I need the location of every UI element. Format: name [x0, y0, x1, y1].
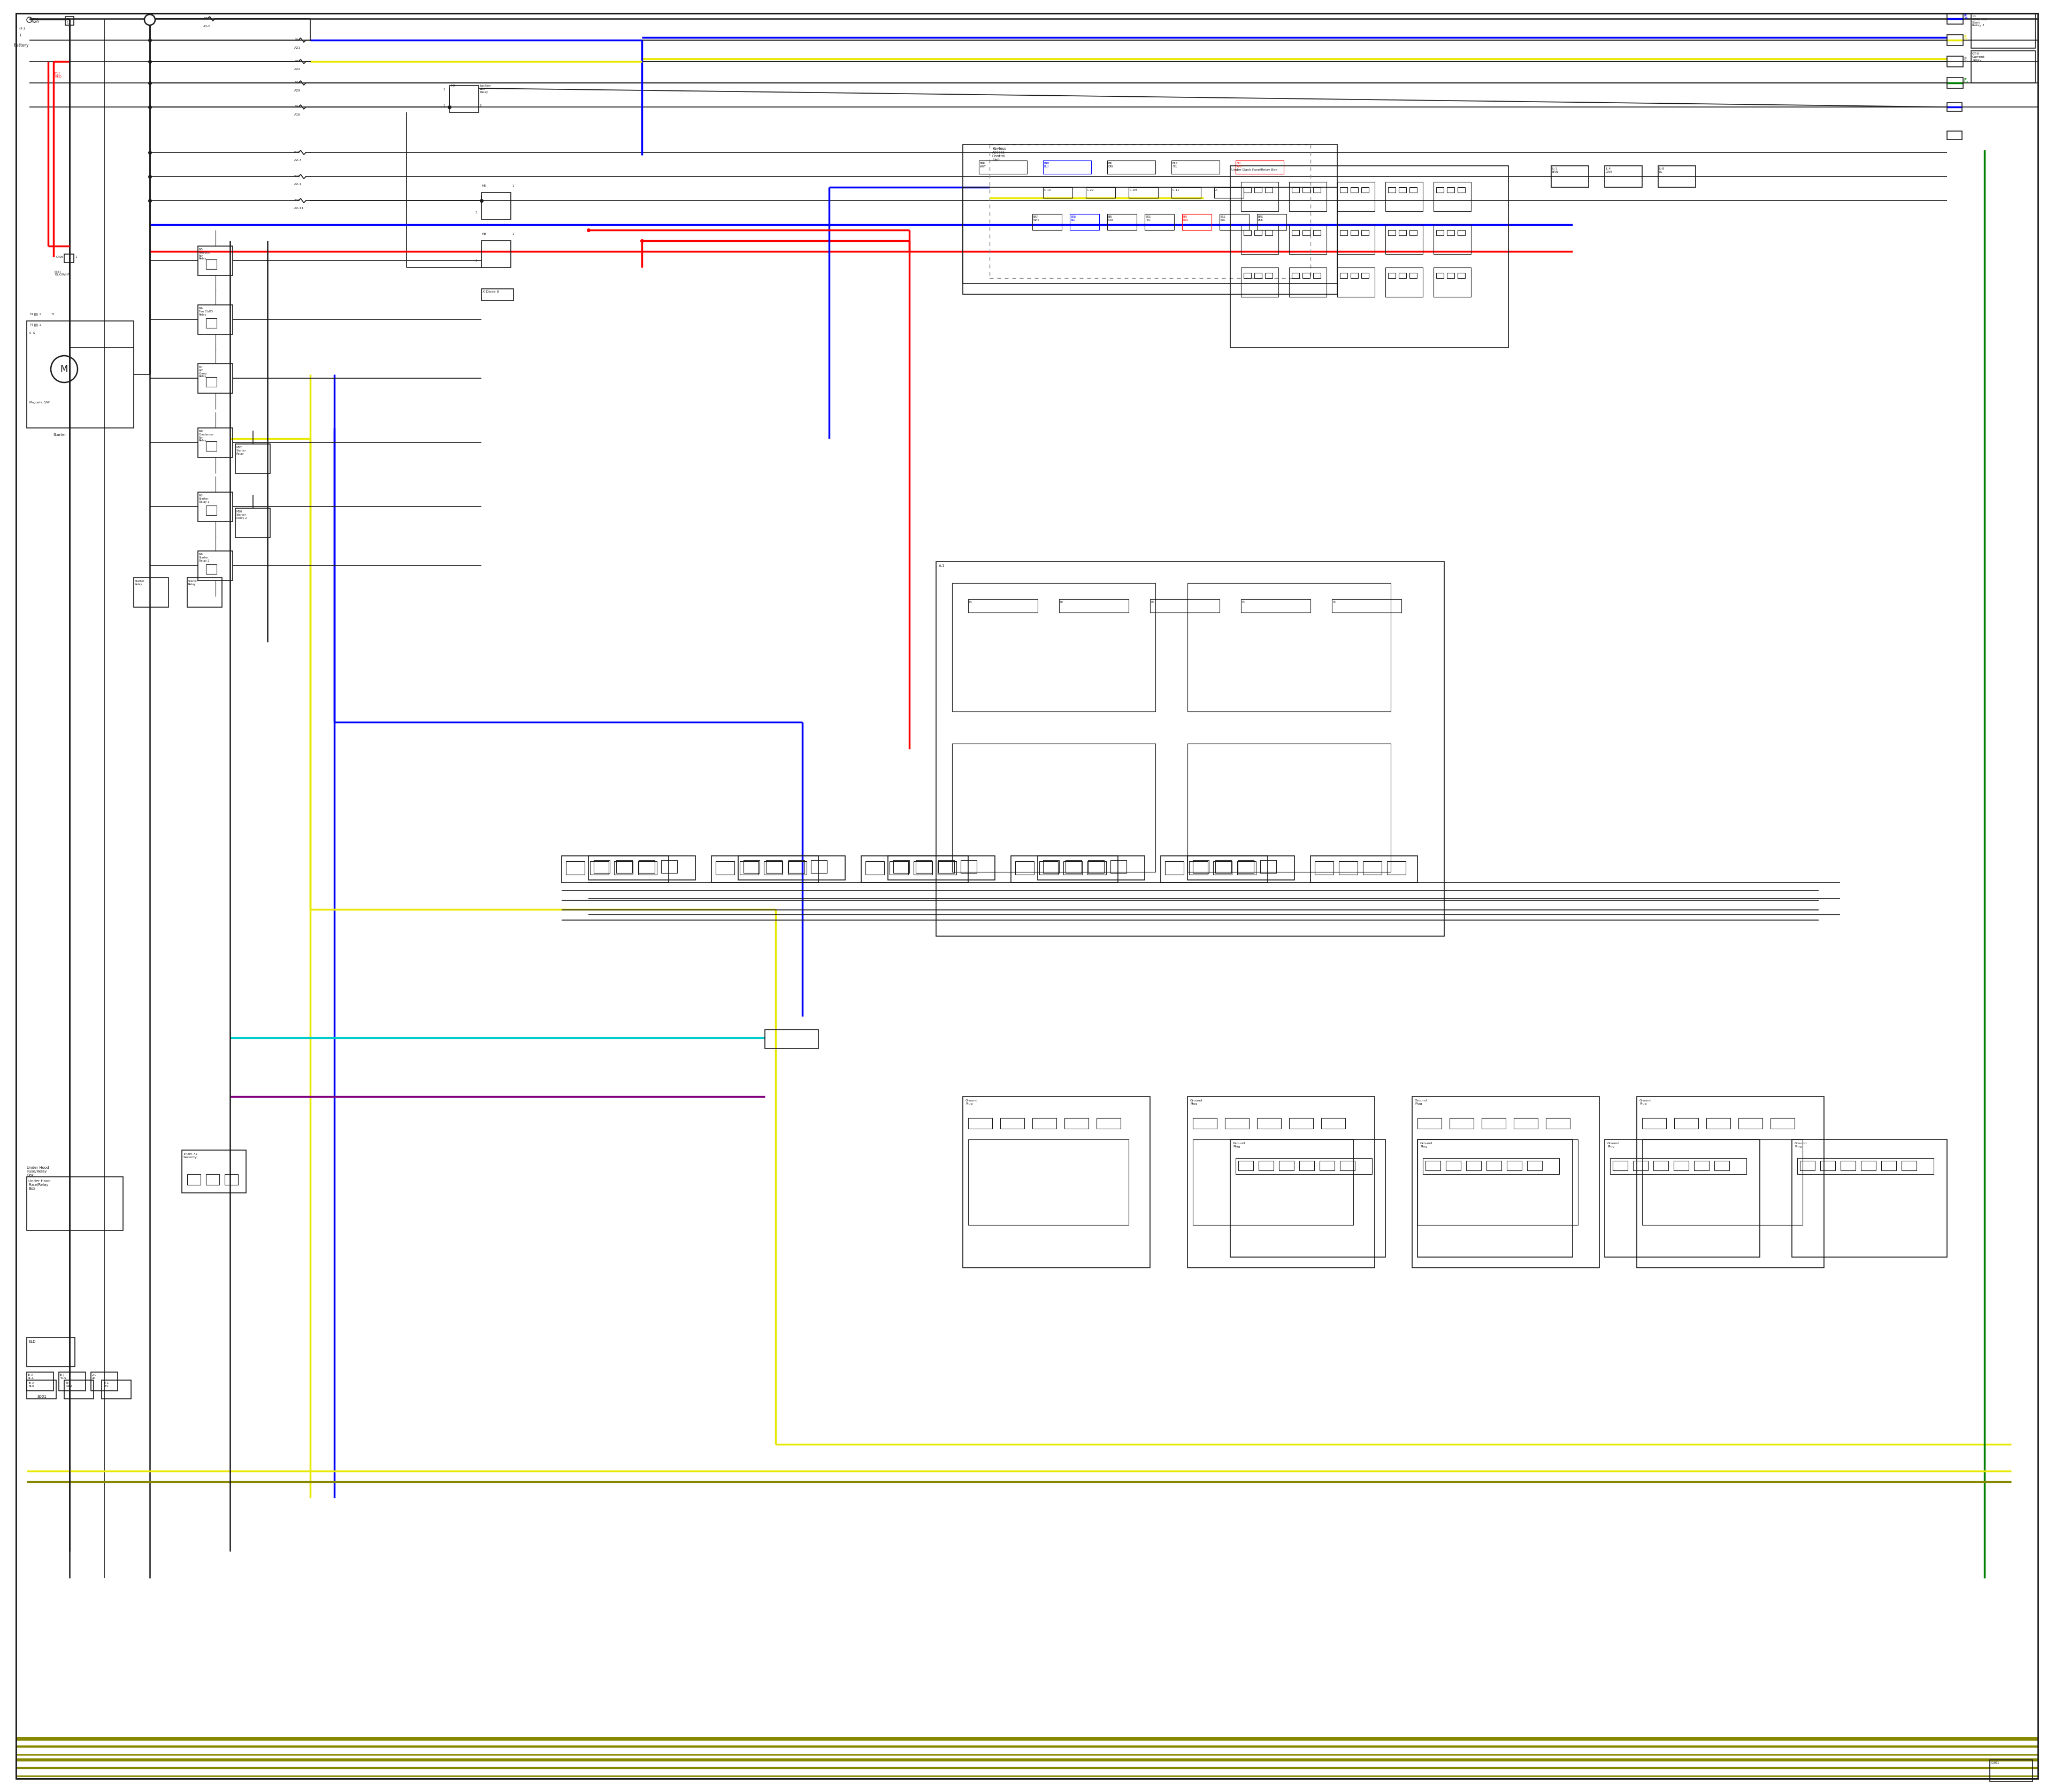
- Text: 1: 1: [18, 34, 21, 38]
- Bar: [1064, 1118, 1089, 1129]
- Text: [EE]
BLK/WHT: [EE] BLK/WHT: [55, 271, 70, 276]
- Bar: [1799, 1161, 1816, 1170]
- Bar: [1881, 1161, 1896, 1170]
- Text: T4 |||| 1: T4 |||| 1: [29, 314, 41, 315]
- Bar: [1089, 860, 1105, 873]
- Text: 20A: 20A: [294, 199, 300, 202]
- Bar: [1384, 224, 1423, 254]
- Bar: [1990, 1760, 2033, 1781]
- Bar: [224, 1174, 238, 1185]
- Bar: [980, 161, 1027, 174]
- Bar: [661, 860, 678, 873]
- Text: Under-Dash Fuse/Relay Box: Under-Dash Fuse/Relay Box: [1230, 168, 1278, 172]
- Text: M: M: [60, 364, 68, 375]
- Text: Under Hood
Fuse/Relay
Box: Under Hood Fuse/Relay Box: [27, 1167, 49, 1177]
- Text: BRB
BLU: BRB BLU: [1070, 215, 1076, 222]
- Bar: [1060, 599, 1128, 613]
- Bar: [1417, 1140, 1573, 1256]
- Bar: [1389, 229, 1395, 235]
- Bar: [1237, 1158, 1372, 1174]
- Bar: [893, 860, 910, 873]
- Bar: [1261, 860, 1276, 873]
- Text: Ground
Plug: Ground Plug: [1189, 1098, 1202, 1106]
- Text: IPDM-71
Security: IPDM-71 Security: [183, 1152, 197, 1159]
- Bar: [963, 1097, 1150, 1267]
- Text: A2-1: A2-1: [294, 183, 302, 186]
- Bar: [1257, 213, 1286, 229]
- Bar: [614, 862, 633, 874]
- Bar: [1220, 213, 1249, 229]
- Bar: [1313, 186, 1321, 192]
- Bar: [963, 145, 1337, 283]
- Bar: [205, 441, 216, 452]
- Text: [EJ]
RED: [EJ] RED: [55, 72, 62, 79]
- Bar: [887, 857, 994, 880]
- Text: IE-A
RL-L: IE-A RL-L: [29, 1374, 35, 1380]
- Text: M12
Starter
Relay: M12 Starter Relay: [236, 446, 246, 455]
- Bar: [1171, 161, 1220, 174]
- Bar: [1446, 272, 1454, 278]
- Text: BRI
CRN: BRI CRN: [1109, 215, 1113, 222]
- Bar: [1216, 860, 1230, 873]
- Text: BRB
BLU: BRB BLU: [1043, 161, 1050, 168]
- Text: 50A: 50A: [294, 176, 300, 177]
- Bar: [1144, 213, 1175, 229]
- Text: C 22: C 22: [1087, 188, 1093, 192]
- Bar: [1187, 1097, 1374, 1267]
- Bar: [1399, 272, 1407, 278]
- Bar: [1241, 599, 1310, 613]
- Text: BRS
TEL: BRS TEL: [1146, 215, 1150, 222]
- Text: T1: T1: [51, 314, 53, 315]
- Text: A-1: A-1: [939, 564, 945, 568]
- Text: T4 |||| 1: T4 |||| 1: [29, 324, 41, 326]
- Bar: [1604, 1140, 1760, 1256]
- Bar: [64, 254, 74, 263]
- Text: S001: S001: [37, 1396, 47, 1398]
- Bar: [1265, 186, 1273, 192]
- Text: [E
GA: [E GA: [1964, 77, 1970, 84]
- Text: Under Hood
Fuse/Relay
Box: Under Hood Fuse/Relay Box: [29, 1179, 51, 1190]
- Bar: [27, 1337, 74, 1367]
- Bar: [1715, 1161, 1729, 1170]
- Bar: [1458, 229, 1465, 235]
- Bar: [589, 862, 608, 874]
- Bar: [1265, 229, 1273, 235]
- Bar: [1111, 860, 1126, 873]
- Bar: [1300, 1161, 1315, 1170]
- Bar: [450, 86, 479, 113]
- Text: M7
A/C
Comp
Relay: M7 A/C Comp Relay: [199, 366, 207, 378]
- Bar: [197, 246, 232, 276]
- Bar: [1972, 50, 2036, 82]
- Bar: [764, 1030, 817, 1048]
- Bar: [1193, 860, 1210, 873]
- Text: P1: P1: [969, 600, 972, 604]
- Text: IE-A
BLU: IE-A BLU: [29, 1382, 35, 1387]
- Bar: [1653, 1161, 1668, 1170]
- Text: [E1]
WHT: [E1] WHT: [33, 18, 39, 23]
- Bar: [197, 493, 232, 521]
- Text: Ground
Plug: Ground Plug: [965, 1098, 978, 1106]
- Bar: [1362, 272, 1368, 278]
- Bar: [187, 1174, 201, 1185]
- Bar: [639, 862, 657, 874]
- Text: M8
Condenser
Fan
Relay: M8 Condenser Fan Relay: [199, 430, 214, 443]
- Bar: [1339, 229, 1347, 235]
- Bar: [1000, 1118, 1025, 1129]
- Bar: [1087, 862, 1107, 874]
- Bar: [64, 1380, 94, 1400]
- Text: C 11: C 11: [1173, 188, 1179, 192]
- Bar: [1791, 1140, 1947, 1256]
- Bar: [1331, 599, 1401, 613]
- Bar: [1302, 272, 1310, 278]
- Bar: [1446, 186, 1454, 192]
- Text: [E
BL: [E BL: [1964, 13, 1968, 20]
- Bar: [766, 860, 783, 873]
- Bar: [789, 860, 805, 873]
- Bar: [1037, 857, 1144, 880]
- Bar: [1339, 186, 1347, 192]
- Bar: [27, 1177, 123, 1231]
- Bar: [1243, 272, 1251, 278]
- Bar: [1183, 213, 1212, 229]
- Bar: [1313, 229, 1321, 235]
- Bar: [937, 561, 1444, 935]
